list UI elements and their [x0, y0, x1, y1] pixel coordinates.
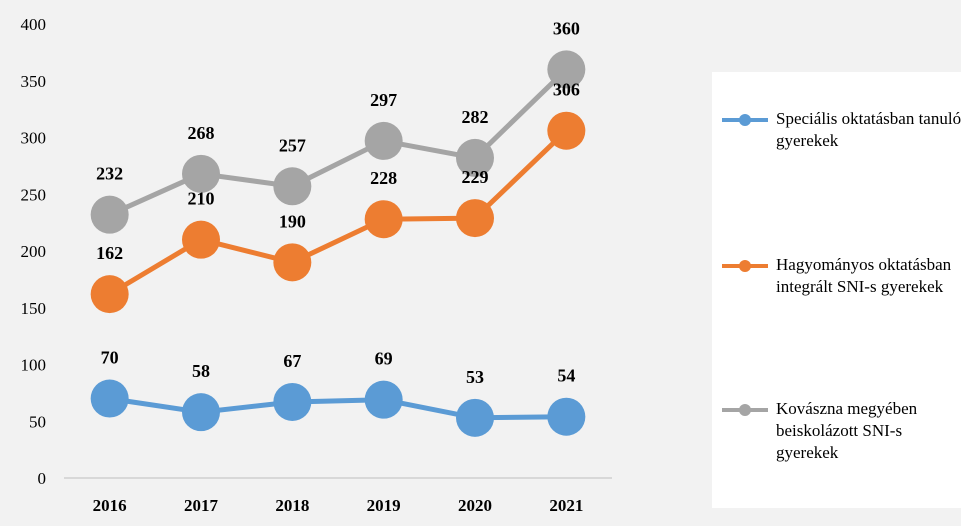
y-tick-label: 250	[21, 185, 47, 204]
data-label: 306	[553, 80, 580, 100]
data-point	[547, 111, 586, 150]
data-label: 360	[553, 18, 580, 38]
data-point	[182, 154, 220, 193]
y-axis: 0 50 100 150 200 250 300 350 400	[21, 15, 47, 488]
data-point	[364, 380, 403, 419]
data-label: 70	[101, 348, 119, 368]
data-label: 229	[462, 167, 489, 187]
data-point	[273, 243, 312, 282]
data-point	[182, 393, 220, 432]
data-label: 232	[96, 164, 123, 184]
data-point	[273, 167, 312, 206]
data-labels: 70 58 67 69 53 54 162 210 190 228 229 306 232 268 257 2…	[96, 18, 580, 386]
data-label: 268	[188, 123, 215, 143]
y-tick-label: 350	[21, 72, 47, 91]
y-tick-label: 300	[21, 129, 47, 148]
data-point	[547, 50, 586, 89]
series-line-0	[109, 396, 567, 421]
y-tick-label: 0	[38, 469, 47, 488]
legend-label-special: Speciális oktatásban tanuló gyerekek	[776, 109, 961, 150]
series-line-1	[108, 128, 569, 297]
data-point	[90, 379, 129, 418]
y-tick-label: 50	[29, 412, 46, 431]
data-label: 162	[96, 243, 123, 263]
x-tick-label: 2017	[184, 496, 219, 515]
series-lines	[90, 50, 586, 437]
legend-label-total: Kovászna megyében beiskolázott SNI-s gye…	[776, 399, 918, 462]
x-tick-label: 2021	[549, 496, 583, 515]
y-tick-label: 200	[21, 242, 47, 261]
x-tick-label: 2016	[93, 496, 127, 515]
data-label: 67	[283, 351, 301, 371]
x-tick-label: 2018	[275, 496, 309, 515]
legend-label-integrated: Hagyományos oktatásban integrált SNI-s g…	[776, 255, 952, 296]
data-point	[273, 382, 312, 421]
data-label: 54	[557, 366, 575, 386]
data-point	[364, 121, 403, 160]
data-label: 228	[370, 168, 397, 188]
data-label: 58	[192, 361, 210, 381]
data-label: 69	[375, 349, 393, 369]
data-point	[364, 200, 403, 239]
data-point	[456, 199, 494, 238]
data-label: 190	[279, 211, 306, 231]
legend-marker-gray	[722, 404, 768, 416]
data-label: 257	[279, 135, 306, 155]
data-label: 297	[370, 90, 397, 110]
legend-marker-blue	[722, 114, 768, 126]
x-tick-label: 2020	[458, 496, 492, 515]
data-point	[90, 195, 129, 234]
data-point	[547, 397, 586, 436]
data-label: 282	[462, 107, 489, 127]
x-axis: 2016 2017 2018 2019 2020 2021	[64, 477, 612, 515]
data-point	[90, 275, 129, 314]
y-tick-label: 100	[21, 356, 47, 375]
data-point	[456, 398, 494, 437]
data-point	[456, 138, 494, 177]
data-label: 210	[188, 189, 215, 209]
data-label: 53	[466, 367, 484, 387]
y-tick-label: 400	[21, 15, 47, 34]
data-point	[182, 220, 220, 259]
y-tick-label: 150	[21, 299, 47, 318]
legend: Speciális oktatásban tanuló gyerekek Hag…	[712, 72, 961, 508]
x-tick-label: 2019	[367, 496, 401, 515]
legend-marker-orange	[722, 260, 768, 272]
